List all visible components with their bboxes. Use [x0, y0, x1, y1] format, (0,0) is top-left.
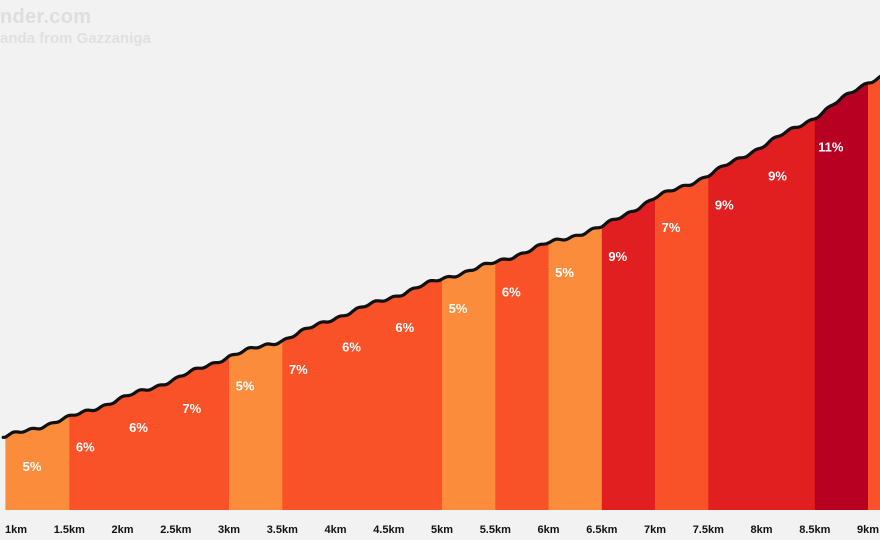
- x-axis: 1km 1.5km 2km 2.5km 3km 3.5km 4km 4.5km 5km 5.5km…: [5, 524, 879, 536]
- gradient-label: 7%: [182, 401, 201, 416]
- x-tick-label: 6.5km: [586, 524, 617, 536]
- gradient-segment: [229, 75, 283, 510]
- x-tick-label: 2.5km: [160, 524, 191, 536]
- elevation-outline: [1, 74, 880, 439]
- x-tick-label: 7km: [644, 524, 666, 536]
- x-tick-label: 3km: [218, 524, 240, 536]
- gradient-segment: [814, 75, 869, 510]
- gradient-segment: [761, 75, 816, 510]
- gradient-label: 5%: [555, 265, 574, 280]
- x-tick-label: 3.5km: [267, 524, 298, 536]
- x-tick-label: 4km: [324, 524, 346, 536]
- x-tick-label: 5km: [431, 524, 453, 536]
- gradient-label: 5%: [449, 301, 468, 316]
- gradient-label: 7%: [289, 362, 308, 377]
- gradient-segment: [495, 75, 550, 510]
- gradient-label: 5%: [23, 459, 42, 474]
- gradient-label: 9%: [768, 168, 787, 183]
- gradient-label: 5%: [236, 378, 255, 393]
- gradient-label: 7%: [662, 220, 681, 235]
- x-tick-label: 2km: [111, 524, 133, 536]
- x-tick-label: 5.5km: [480, 524, 511, 536]
- x-tick-label: 1.5km: [54, 524, 85, 536]
- gradient-labels: 5%6%6%7%5%7%6%6%5%6%5%9%7%9%9%11%7: [23, 139, 844, 474]
- gradient-segment: [335, 75, 390, 510]
- gradient-label: 11%: [818, 139, 844, 154]
- gradient-label: 6%: [395, 320, 414, 335]
- gradient-label: 9%: [608, 249, 627, 264]
- gradient-label: 6%: [129, 420, 148, 435]
- gradient-segment: [442, 75, 496, 510]
- gradient-segment: [655, 75, 709, 510]
- gradient-label: 9%: [715, 197, 734, 212]
- x-tick-label: 8km: [750, 524, 772, 536]
- gradient-segment: [69, 75, 124, 510]
- gradient-segment: [282, 75, 337, 510]
- gradient-segment: [388, 75, 443, 510]
- gradient-label: 6%: [76, 440, 95, 455]
- climb-subtitle: anda from Gazzaniga: [0, 30, 151, 47]
- gradient-label: 6%: [502, 285, 521, 300]
- gradient-segment: [5, 75, 70, 510]
- x-tick-label: 9km: [857, 524, 879, 536]
- gradient-segment: [868, 75, 880, 510]
- x-tick-label: 4.5km: [373, 524, 404, 536]
- x-tick-label: 7.5km: [693, 524, 724, 536]
- gradient-segment: [175, 75, 230, 510]
- x-tick-label: 8.5km: [799, 524, 830, 536]
- x-tick-label: 1km: [5, 524, 27, 536]
- site-watermark-title: nder.com: [0, 6, 92, 28]
- gradient-segment: [548, 75, 603, 510]
- x-tick-label: 6km: [537, 524, 559, 536]
- gradient-label: 6%: [342, 340, 361, 355]
- gradient-segment: [708, 75, 763, 510]
